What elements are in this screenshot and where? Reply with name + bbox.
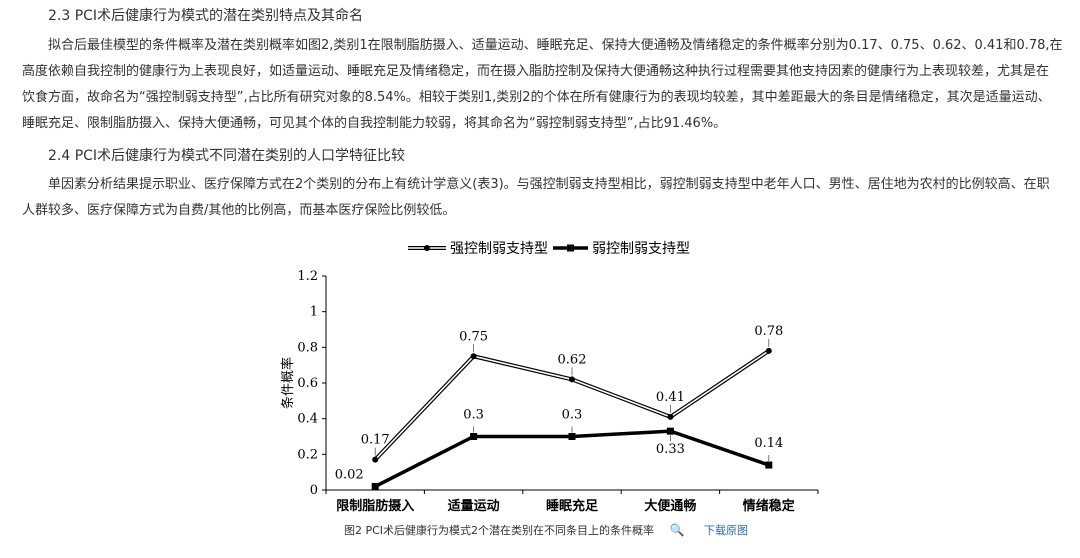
- y-tick-label: 1: [310, 305, 318, 320]
- paragraph-line: 拟合后最佳模型的条件概率及潜在类别概率如图2,类别1在限制脂肪摄入、适量运动、睡…: [48, 38, 1063, 53]
- data-point-weak-control: [470, 433, 478, 440]
- figure-caption: 图2 PCI术后健康行为模式2个潜在类别在不同条目上的条件概率: [344, 524, 655, 537]
- paragraph-line: 单因素分析结果提示职业、医疗保障方式在2个类别的分布上有统计学意义(表3)。与强…: [48, 177, 1050, 192]
- section-paragraph-2-4: 单因素分析结果提示职业、医疗保障方式在2个类别的分布上有统计学意义(表3)。与强…: [22, 172, 1062, 224]
- data-label-strong-control: 0.75: [459, 329, 488, 344]
- section-paragraph-2-3: 拟合后最佳模型的条件概率及潜在类别概率如图2,类别1在限制脂肪摄入、适量运动、睡…: [22, 33, 1063, 137]
- legend-marker-strong-control: [424, 245, 430, 251]
- data-label-strong-control: 0.41: [656, 390, 685, 405]
- data-label-strong-control: 0.62: [558, 352, 587, 367]
- data-label-weak-control: 0.02: [335, 467, 364, 482]
- y-tick-label: 0.4: [297, 412, 318, 427]
- download-original-link[interactable]: 下载原图: [704, 524, 749, 537]
- data-label-weak-control: 0.3: [562, 408, 583, 423]
- legend-label-strong-control: 强控制弱支持型: [450, 241, 548, 257]
- section-heading-2-4: 2.4 PCI术后健康行为模式不同潜在类别的人口学特征比较: [48, 148, 406, 164]
- y-tick-label: 1.2: [297, 269, 318, 284]
- data-point-strong-control: [765, 347, 772, 354]
- section-heading-2-3: 2.3 PCI术后健康行为模式的潜在类别特点及其命名: [48, 8, 364, 24]
- x-tick-label: 限制脂肪摄入: [336, 498, 414, 514]
- y-tick-label: 0: [310, 483, 318, 498]
- data-point-weak-control: [666, 427, 674, 435]
- line-chart-svg: 0 0.2 0.4 0.6 0.8 1 1.2 限制脂肪摄入 适量运动 睡眠充足 大便通畅 情绪稳定 条…: [280, 241, 819, 514]
- y-tick-label: 0.2: [297, 447, 318, 462]
- y-tick-label: 0.8: [297, 340, 318, 355]
- x-tick-label: 睡眠充足: [546, 498, 599, 514]
- x-tick-label: 大便通畅: [644, 498, 696, 514]
- paragraph-line: 睡眠充足、限制脂肪摄入、保持大便通畅，可见其个体的自我控制能力较弱，将其命名为“…: [22, 116, 727, 131]
- y-axis-title: 条件概率: [280, 357, 296, 409]
- data-label-strong-control: 0.78: [754, 324, 783, 339]
- data-point-strong-control: [667, 413, 674, 420]
- data-label-weak-control: 0.14: [754, 436, 783, 451]
- x-tick-label: 适量运动: [448, 498, 500, 514]
- x-tick-label: 情绪稳定: [743, 498, 795, 514]
- data-label-weak-control: 0.33: [656, 442, 685, 457]
- y-tick-label: 0.6: [297, 376, 318, 391]
- paragraph-line: 饮食方面，故命名为“强控制弱支持型”,占比所有研究对象的8.54%。相较于类别1…: [22, 90, 1051, 105]
- data-point-strong-control: [372, 456, 379, 463]
- legend-marker-weak-control: [567, 244, 574, 252]
- data-point-weak-control: [765, 461, 773, 469]
- zoom-icon[interactable]: 🔍: [669, 523, 685, 537]
- paragraph-line: 高度依赖自我控制的健康行为上表现良好，如适量运动、睡眠充足及情绪稳定，而在摄入脂…: [22, 64, 1050, 79]
- data-point-strong-control: [569, 376, 575, 383]
- data-label-weak-control: 0.3: [463, 408, 484, 423]
- data-point-weak-control: [568, 433, 576, 440]
- data-point-weak-control: [371, 482, 379, 490]
- figure-caption-bar: 图2 PCI术后健康行为模式2个潜在类别在不同条目上的条件概率 🔍 下载原图: [344, 522, 748, 539]
- legend-label-weak-control: 弱控制弱支持型: [592, 241, 690, 257]
- paragraph-line: 人群较多、医疗保障方式为自费/其他的比例高，而基本医疗保险比例较低。: [22, 203, 456, 218]
- data-label-strong-control: 0.17: [361, 433, 390, 448]
- figure-2-chart: 0 0.2 0.4 0.6 0.8 1 1.2 限制脂肪摄入 适量运动 睡眠充足 大便通畅 情绪稳定 条…: [270, 232, 830, 522]
- data-point-strong-control: [470, 353, 477, 360]
